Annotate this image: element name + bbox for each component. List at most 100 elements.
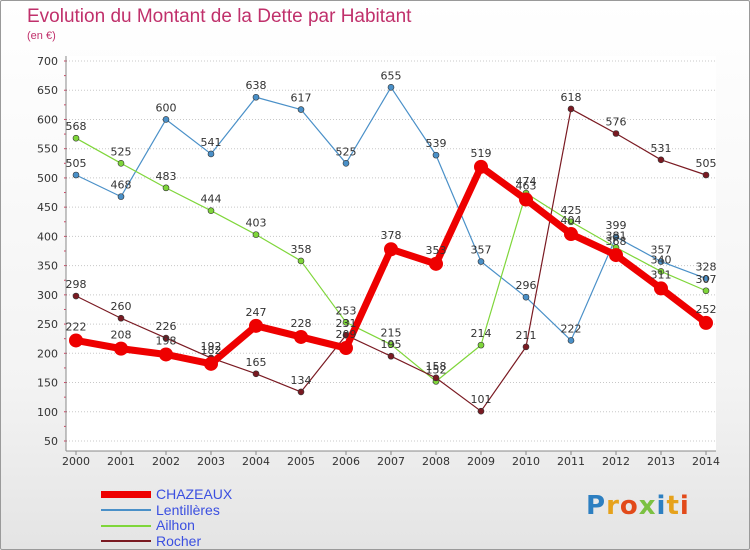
data-point	[612, 130, 620, 137]
legend-swatch	[101, 509, 151, 512]
data-point	[72, 134, 80, 142]
data-label: 404	[561, 214, 582, 227]
data-point	[609, 248, 623, 263]
x-tick-label: 2011	[557, 455, 585, 468]
data-label: 328	[696, 260, 717, 273]
data-point	[117, 193, 125, 200]
data-point	[567, 218, 575, 226]
x-tick-label: 2000	[62, 455, 90, 468]
data-label: 617	[291, 92, 312, 105]
legend-swatch	[101, 540, 151, 543]
data-label: 655	[381, 69, 402, 82]
data-label: 222	[561, 322, 582, 335]
legend-item: Ailhon	[101, 518, 232, 534]
data-label: 260	[111, 300, 132, 313]
data-label: 468	[111, 179, 132, 192]
data-label: 231	[336, 317, 357, 330]
data-point	[657, 258, 665, 265]
y-tick-label: 150	[37, 377, 58, 390]
data-point	[387, 341, 395, 348]
legend-label: Lentillères	[156, 501, 220, 518]
y-tick-label: 650	[37, 84, 58, 97]
data-point	[657, 156, 665, 164]
data-label: 182	[201, 344, 222, 357]
data-label: 483	[156, 170, 177, 183]
data-point	[162, 334, 170, 342]
x-tick-label: 2008	[422, 455, 450, 468]
data-point	[564, 227, 578, 242]
x-tick-label: 2005	[287, 455, 315, 468]
data-label: 381	[606, 229, 627, 242]
data-label: 226	[156, 320, 177, 333]
data-point	[702, 171, 710, 179]
x-tick-label: 2002	[152, 455, 180, 468]
data-point	[252, 93, 260, 101]
x-tick-label: 2014	[692, 455, 720, 468]
y-tick-label: 600	[37, 113, 58, 126]
proxiti-logo: Proxiti	[586, 491, 690, 521]
legend-label: CHAZEAUX	[156, 486, 233, 503]
data-label: 211	[516, 329, 537, 342]
data-label: 618	[561, 91, 582, 104]
y-tick-label: 250	[37, 318, 58, 331]
x-tick-label: 2010	[512, 455, 540, 468]
data-label: 519	[471, 147, 492, 160]
data-label: 474	[516, 175, 537, 188]
data-label: 403	[246, 217, 267, 230]
data-label: 525	[111, 145, 132, 158]
data-label: 195	[381, 338, 402, 351]
data-point	[432, 374, 440, 382]
data-label: 165	[246, 356, 267, 369]
legend-label: Rocher	[156, 532, 202, 549]
data-point	[477, 341, 485, 349]
data-point	[339, 341, 353, 356]
x-tick-label: 2006	[332, 455, 360, 468]
data-point	[162, 184, 170, 192]
data-label: 158	[426, 360, 447, 373]
legend-item: CHAZEAUX	[101, 487, 232, 503]
x-tick-label: 2003	[197, 455, 225, 468]
data-point	[162, 116, 170, 123]
y-tick-label: 500	[37, 172, 58, 185]
data-label: 541	[201, 136, 222, 149]
data-label: 600	[156, 101, 177, 114]
data-point	[522, 343, 530, 351]
data-label: 152	[426, 363, 447, 376]
data-label: 568	[66, 120, 87, 133]
y-tick-label: 400	[37, 230, 58, 243]
data-point	[207, 150, 215, 158]
data-label: 298	[66, 278, 87, 291]
y-tick-label: 200	[37, 347, 58, 360]
data-label: 208	[111, 329, 132, 342]
data-point	[702, 275, 710, 282]
data-point	[114, 341, 128, 356]
legend-item: Rocher	[101, 532, 232, 550]
y-tick-label: 100	[37, 406, 58, 419]
data-point	[567, 105, 575, 113]
y-tick-label: 550	[37, 143, 58, 156]
data-point	[699, 315, 713, 330]
data-point	[474, 159, 488, 174]
data-label: 353	[426, 244, 447, 257]
data-label: 134	[291, 374, 312, 387]
data-point	[117, 314, 125, 322]
y-tick-label: 450	[37, 201, 58, 214]
data-point	[384, 242, 398, 257]
data-label: 357	[471, 244, 492, 257]
data-label: 399	[606, 219, 627, 232]
data-point	[297, 388, 305, 396]
legend: CHAZEAUX Lentillères Ailhon Rocher	[101, 487, 232, 549]
y-tick-label: 700	[37, 55, 58, 68]
data-point	[72, 292, 80, 300]
y-tick-label: 50	[44, 435, 58, 448]
y-tick-label: 300	[37, 289, 58, 302]
data-label: 638	[246, 79, 267, 92]
legend-swatch	[101, 524, 151, 527]
data-label: 505	[66, 157, 87, 170]
data-point	[252, 370, 260, 378]
data-label: 311	[651, 268, 672, 281]
data-label: 101	[471, 393, 492, 406]
data-point	[519, 192, 533, 207]
